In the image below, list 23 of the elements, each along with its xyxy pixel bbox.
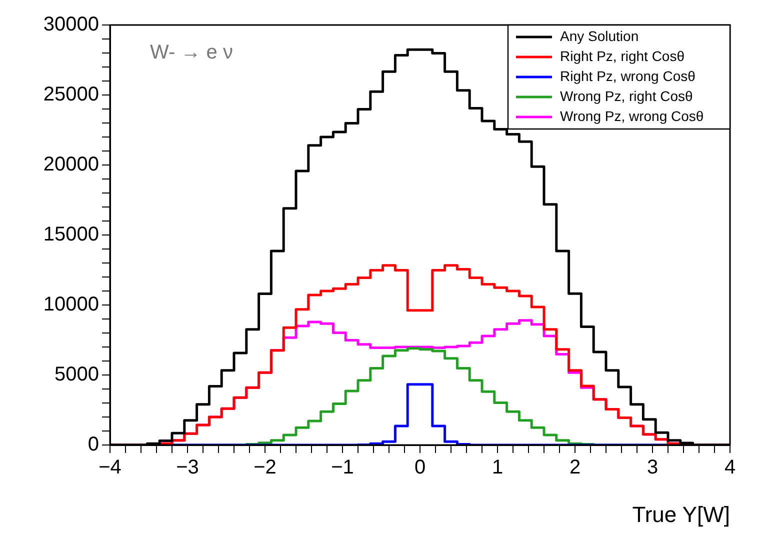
x-tick-label: 2 (569, 456, 581, 479)
legend-label: Wrong Pz, wrong Cosθ (560, 108, 704, 124)
y-tick-label: 5000 (54, 364, 99, 386)
x-tick-label: 4 (724, 456, 736, 479)
x-tick-label: 3 (646, 456, 658, 479)
y-tick-label: 0 (88, 434, 99, 456)
y-tick-label: 30000 (43, 14, 99, 36)
y-tick-label: 20000 (43, 154, 99, 176)
x-axis-title: True Y[W] (632, 502, 730, 527)
legend-label: Wrong Pz, right Cosθ (560, 88, 694, 104)
x-tick-label: 1 (492, 456, 504, 479)
x-tick-label: −3 (176, 456, 199, 479)
legend-label: Right Pz, right Cosθ (560, 48, 685, 64)
x-tick-label: −4 (98, 456, 122, 479)
y-tick-label: 15000 (43, 224, 99, 246)
annotation: W- → e ν (150, 42, 233, 64)
x-tick-label: 0 (414, 456, 426, 479)
legend-label: Right Pz, wrong Cosθ (560, 68, 696, 84)
legend-label: Any Solution (560, 28, 639, 44)
x-tick-label: −1 (331, 456, 354, 479)
x-tick-label: −2 (254, 456, 276, 479)
y-tick-label: 10000 (43, 294, 99, 316)
y-tick-label: 25000 (43, 84, 99, 106)
